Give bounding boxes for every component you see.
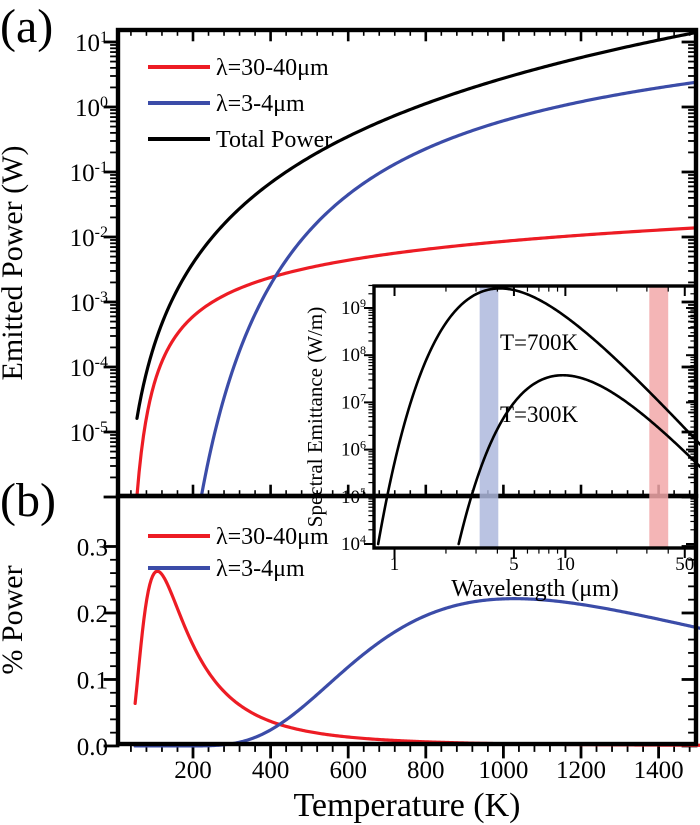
svg-text:800: 800 xyxy=(407,757,445,784)
svg-text:λ=3-4μm: λ=3-4μm xyxy=(216,556,305,582)
svg-text:0.3: 0.3 xyxy=(77,534,108,561)
svg-text:λ=3-4μm: λ=3-4μm xyxy=(216,91,305,117)
svg-text:400: 400 xyxy=(252,757,290,784)
svg-text:Emitted Power (W): Emitted Power (W) xyxy=(0,146,29,381)
svg-text:(a): (a) xyxy=(0,0,53,53)
svg-text:Temperature (K): Temperature (K) xyxy=(294,787,521,824)
svg-text:5: 5 xyxy=(509,554,519,575)
svg-text:50: 50 xyxy=(675,554,694,575)
svg-text:1400: 1400 xyxy=(634,757,684,784)
svg-text:0.2: 0.2 xyxy=(77,601,108,628)
svg-text:T=700K: T=700K xyxy=(500,330,579,355)
svg-text:10: 10 xyxy=(556,554,575,575)
svg-text:Wavelength (μm): Wavelength (μm) xyxy=(451,576,619,602)
svg-text:% Power: % Power xyxy=(0,565,29,674)
svg-text:T=300K: T=300K xyxy=(500,402,579,427)
svg-text:1200: 1200 xyxy=(556,757,606,784)
svg-text:0.1: 0.1 xyxy=(77,667,108,694)
svg-text:1: 1 xyxy=(390,554,400,575)
svg-text:200: 200 xyxy=(174,757,212,784)
svg-text:λ=30-40μm: λ=30-40μm xyxy=(216,55,329,81)
svg-text:0.0: 0.0 xyxy=(77,734,108,761)
svg-text:(b): (b) xyxy=(0,474,56,527)
svg-text:600: 600 xyxy=(329,757,367,784)
svg-text:Total Power: Total Power xyxy=(216,127,332,153)
svg-text:Spectral Emittance (W/m): Spectral Emittance (W/m) xyxy=(303,307,327,527)
svg-text:1000: 1000 xyxy=(478,757,528,784)
